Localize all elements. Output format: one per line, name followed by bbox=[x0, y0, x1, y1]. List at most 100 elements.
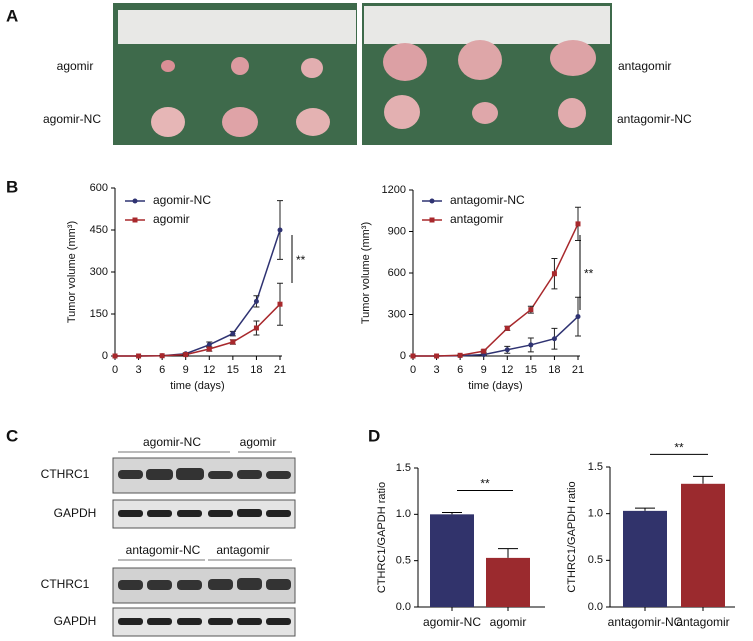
marker bbox=[504, 347, 510, 353]
legend-label: agomir bbox=[153, 212, 190, 226]
blot-group: antagomir-NC bbox=[126, 543, 201, 557]
significance: ** bbox=[296, 253, 306, 267]
y-tick-label: 150 bbox=[90, 308, 108, 320]
x-tick-label: 0 bbox=[112, 364, 118, 376]
marker bbox=[136, 353, 142, 359]
marker bbox=[112, 353, 118, 359]
x-tick-label: antagomir-NC bbox=[608, 615, 683, 629]
x-tick-label: 9 bbox=[183, 364, 189, 376]
x-tick-label: 21 bbox=[572, 364, 584, 376]
marker bbox=[159, 353, 165, 359]
y-tick-label: 300 bbox=[90, 266, 108, 278]
significance: ** bbox=[584, 267, 594, 281]
blot-row: GAPDH bbox=[54, 506, 97, 520]
y-tick-label: 0.0 bbox=[396, 601, 411, 613]
legend-label: antagomir-NC bbox=[450, 193, 525, 207]
y-tick-label: 450 bbox=[90, 224, 108, 236]
photo-label: antagomir bbox=[618, 59, 671, 73]
panel-label: B bbox=[6, 177, 18, 196]
y-tick-label: 0 bbox=[400, 350, 406, 362]
x-tick-label: antagomir bbox=[676, 615, 729, 629]
photo-label: antagomir-NC bbox=[617, 112, 692, 126]
series-line bbox=[115, 303, 281, 357]
y-tick-label: 600 bbox=[90, 182, 108, 194]
y-tick-label: 0.5 bbox=[396, 555, 411, 567]
x-tick-label: 21 bbox=[274, 364, 286, 376]
marker bbox=[132, 198, 138, 204]
marker bbox=[410, 353, 416, 359]
y-tick-label: 300 bbox=[388, 308, 406, 320]
marker bbox=[206, 342, 212, 348]
marker bbox=[206, 346, 212, 352]
blot-group: agomir bbox=[240, 435, 277, 449]
x-tick-label: 18 bbox=[250, 364, 262, 376]
error-bar bbox=[635, 507, 655, 511]
significance: ** bbox=[674, 441, 684, 455]
x-tick-label: 15 bbox=[525, 364, 537, 376]
x-tick-label: 3 bbox=[434, 364, 440, 376]
marker bbox=[230, 331, 236, 337]
x-tick-label: 6 bbox=[457, 364, 463, 376]
marker bbox=[481, 348, 487, 354]
marker bbox=[183, 352, 189, 358]
panel-label: A bbox=[6, 6, 18, 25]
y-tick-label: 1.0 bbox=[396, 508, 411, 520]
y-tick-label: 0 bbox=[102, 350, 108, 362]
marker bbox=[528, 342, 534, 348]
x-tick-label: 15 bbox=[227, 364, 239, 376]
photo-left bbox=[113, 3, 357, 145]
x-tick-label: agomir-NC bbox=[423, 615, 481, 629]
marker bbox=[230, 339, 236, 345]
x-axis-label: time (days) bbox=[468, 380, 522, 392]
error-bar bbox=[693, 475, 713, 484]
y-axis-label: CTHRC1/GAPDH ratio bbox=[376, 482, 388, 593]
y-axis-label: Tumor volume (mm³) bbox=[66, 221, 78, 323]
x-tick-label: 3 bbox=[136, 364, 142, 376]
blot-row: GAPDH bbox=[54, 614, 97, 628]
x-tick-label: 9 bbox=[481, 364, 487, 376]
marker bbox=[277, 227, 283, 233]
blot-group: agomir-NC bbox=[143, 435, 201, 449]
bar bbox=[623, 510, 667, 607]
marker bbox=[528, 307, 534, 313]
y-tick-label: 1.0 bbox=[588, 508, 603, 520]
blot-row: CTHRC1 bbox=[41, 467, 90, 481]
y-tick-label: 900 bbox=[388, 225, 406, 237]
y-tick-label: 0.0 bbox=[588, 601, 603, 613]
x-tick-label: agomir bbox=[490, 615, 527, 629]
marker bbox=[434, 353, 440, 359]
marker bbox=[277, 301, 283, 307]
y-axis-label: Tumor volume (mm³) bbox=[360, 222, 372, 324]
marker bbox=[429, 198, 435, 204]
significance: ** bbox=[480, 477, 490, 491]
marker bbox=[253, 298, 259, 304]
marker bbox=[551, 271, 557, 277]
x-tick-label: 0 bbox=[410, 364, 416, 376]
y-tick-label: 600 bbox=[388, 267, 406, 279]
marker bbox=[457, 352, 463, 358]
marker bbox=[132, 217, 138, 223]
blot-row: CTHRC1 bbox=[41, 577, 90, 591]
marker bbox=[253, 325, 259, 331]
photo-label: agomir bbox=[57, 59, 94, 73]
bar bbox=[430, 514, 474, 607]
panel-label: C bbox=[6, 426, 18, 445]
error-bar bbox=[442, 511, 462, 515]
y-tick-label: 1.5 bbox=[588, 461, 603, 473]
marker bbox=[575, 314, 581, 320]
photo-right bbox=[362, 3, 612, 145]
x-tick-label: 6 bbox=[159, 364, 165, 376]
x-tick-label: 12 bbox=[203, 364, 215, 376]
legend-label: agomir-NC bbox=[153, 193, 211, 207]
panel-label: D bbox=[368, 426, 380, 445]
bar bbox=[681, 483, 725, 607]
x-axis-label: time (days) bbox=[170, 380, 224, 392]
marker bbox=[429, 217, 435, 223]
series-line bbox=[413, 316, 579, 357]
marker bbox=[575, 221, 581, 227]
blot-panel: agomir-NC agomir CTHRC1 GAPDH antagomir-… bbox=[41, 435, 296, 637]
legend-label: antagomir bbox=[450, 212, 503, 226]
x-tick-label: 18 bbox=[548, 364, 560, 376]
y-tick-label: 1.5 bbox=[396, 462, 411, 474]
